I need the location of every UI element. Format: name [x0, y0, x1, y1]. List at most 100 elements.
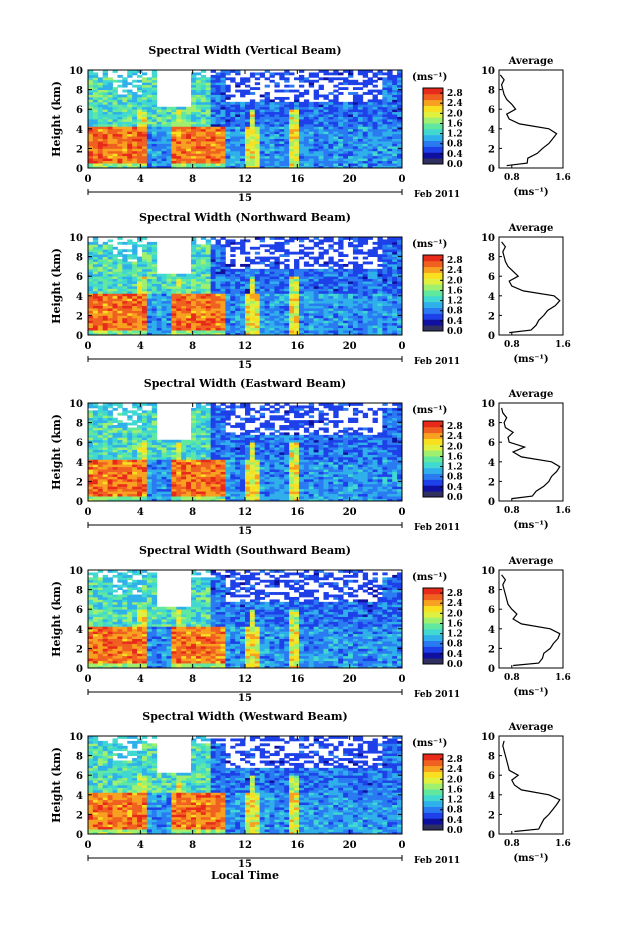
heatmap-cell: [318, 246, 324, 250]
heatmap-cell: [88, 312, 94, 316]
heatmap-cell: [279, 320, 285, 324]
heatmap-cell: [230, 322, 236, 326]
heatmap-cell: [97, 263, 104, 267]
heatmap-cell: [274, 259, 280, 262]
heatmap-cell: [92, 254, 99, 257]
heatmap-cell: [392, 327, 398, 331]
heatmap-cell: [92, 111, 99, 115]
heatmap-cell: [200, 123, 207, 127]
heatmap-cell: [112, 263, 118, 267]
heatmap-cell: [92, 141, 99, 144]
heatmap-cell: [137, 153, 143, 157]
x-tick-label: 4: [137, 174, 144, 185]
heatmap-cell: [127, 241, 133, 245]
heatmap-cell: [191, 251, 197, 255]
heatmap-cell: [249, 145, 256, 149]
heatmap-cell: [245, 288, 251, 292]
heatmap-cell: [151, 283, 158, 287]
heatmap-cell: [284, 332, 290, 336]
heatmap-cell: [264, 111, 270, 115]
heatmap-cell: [249, 268, 256, 272]
heatmap-cell: [122, 278, 128, 282]
heatmap-cell: [318, 286, 324, 289]
heatmap-cell: [215, 317, 221, 321]
heatmap-cell: [245, 315, 251, 319]
heatmap-cell: [382, 106, 388, 110]
heatmap-cell: [392, 276, 398, 280]
heatmap-cell: [240, 251, 246, 255]
heatmap-cell: [137, 469, 143, 472]
heatmap-cell: [298, 109, 305, 113]
heatmap-cell: [284, 155, 290, 159]
heatmap-cell: [161, 145, 167, 149]
heatmap-cell: [284, 143, 290, 147]
heatmap-cell: [137, 94, 143, 98]
heatmap-cell: [122, 429, 128, 433]
heatmap-cell: [97, 82, 104, 86]
heatmap-cell: [235, 320, 241, 324]
heatmap-cell: [132, 498, 138, 502]
heatmap-cell: [161, 165, 167, 169]
heatmap-cell: [343, 148, 349, 152]
heatmap-cell: [387, 145, 393, 149]
heatmap-cell: [191, 109, 197, 113]
heatmap-cell: [97, 268, 104, 272]
heatmap-cell: [254, 320, 261, 324]
heatmap-cell: [112, 79, 118, 83]
heatmap-cell: [205, 322, 212, 326]
heatmap-cell: [392, 308, 398, 311]
heatmap-cell: [112, 444, 118, 448]
heatmap-cell: [200, 148, 207, 152]
colorbar-tick-label: 1.6: [447, 119, 463, 129]
heatmap-cell: [132, 288, 138, 292]
heatmap-cell: [235, 109, 241, 113]
heatmap-cell: [338, 106, 344, 110]
heatmap-cell: [230, 259, 236, 262]
heatmap-cell: [323, 155, 329, 159]
heatmap-cell: [254, 72, 261, 76]
heatmap-cell: [137, 273, 143, 277]
heatmap-cell: [195, 145, 202, 149]
heatmap-cell: [127, 94, 133, 98]
heatmap-cell: [112, 136, 118, 139]
heatmap-cell: [245, 84, 251, 88]
heatmap-cell: [269, 244, 275, 248]
heatmap-cell: [357, 143, 364, 147]
heatmap-cell: [259, 308, 266, 311]
heatmap-cell: [254, 109, 261, 113]
heatmap-cell: [220, 89, 226, 93]
heatmap-cell: [357, 141, 364, 144]
heatmap-cell: [333, 101, 339, 105]
colorbar-segment: [423, 255, 443, 262]
heatmap-cell: [235, 295, 241, 299]
heatmap-cell: [210, 273, 216, 277]
heatmap-cell: [240, 330, 246, 333]
heatmap-cell: [181, 312, 187, 316]
heatmap-cell: [151, 163, 158, 166]
heatmap-cell: [141, 101, 148, 105]
heatmap-cell: [97, 425, 104, 428]
heatmap-cell: [205, 153, 212, 157]
heatmap-cell: [97, 320, 104, 324]
heatmap-cell: [215, 273, 221, 277]
heatmap-cell: [195, 99, 202, 103]
heatmap-cell: [333, 109, 339, 113]
heatmap-cell: [107, 491, 113, 495]
heatmap-cell: [132, 92, 138, 95]
heatmap-cell: [298, 106, 305, 110]
profile-y-tick-label: 4: [488, 292, 495, 303]
heatmap-cell: [181, 131, 187, 135]
heatmap-cell: [92, 116, 99, 120]
heatmap-cell: [102, 89, 109, 93]
heatmap-cell: [97, 138, 104, 142]
heatmap-cell: [141, 464, 148, 468]
heatmap-cell: [146, 332, 153, 336]
heatmap-cell: [397, 276, 403, 280]
heatmap-cell: [284, 131, 290, 135]
heatmap-cell: [392, 153, 398, 157]
heatmap-cell: [289, 155, 295, 159]
heatmap-cell: [289, 290, 295, 294]
heatmap-cell: [112, 123, 118, 127]
heatmap-cell: [195, 273, 202, 277]
heatmap-cell: [372, 114, 378, 117]
